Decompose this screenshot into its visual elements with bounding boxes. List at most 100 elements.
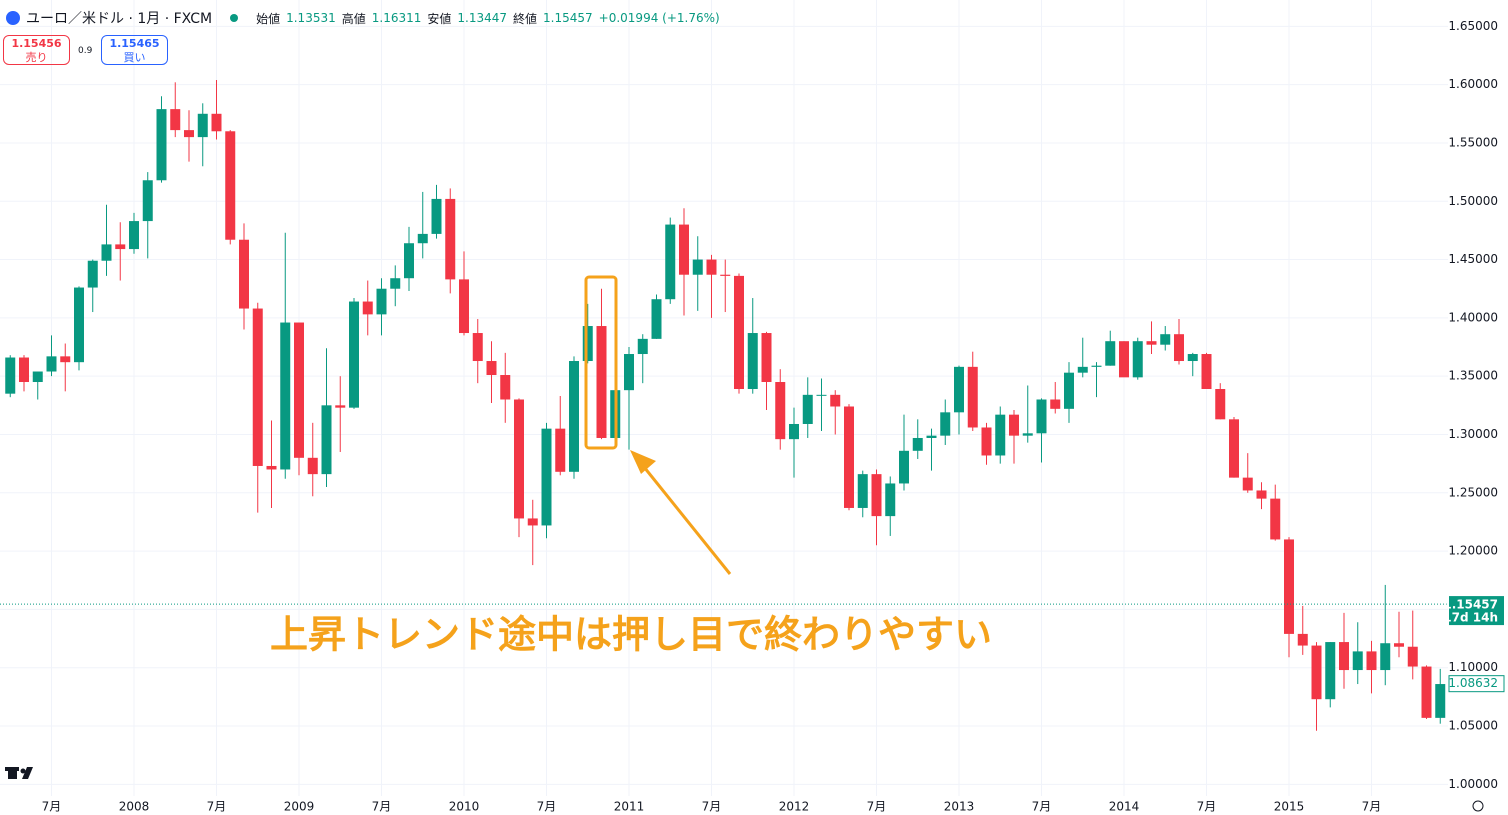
- x-tick-label: 7月: [1197, 800, 1217, 814]
- candle-body: [802, 394, 813, 424]
- candle-body: [197, 113, 208, 138]
- candle-body: [899, 450, 909, 484]
- candle-body: [1064, 372, 1074, 409]
- candle-body: [321, 405, 332, 475]
- x-tick-label: 7月: [1032, 800, 1052, 814]
- last-price-label: 1.15457: [1443, 598, 1498, 612]
- last-price-badge: [1449, 596, 1504, 626]
- candle-body: [32, 371, 43, 383]
- candle-body: [761, 333, 772, 383]
- y-tick-label: 1.30000: [1448, 427, 1498, 441]
- candle-body: [912, 437, 923, 451]
- candle-body: [362, 301, 373, 315]
- candle-body: [1352, 651, 1363, 671]
- open-value: 1.13531: [286, 11, 336, 25]
- x-tick-label: 2012: [779, 800, 810, 814]
- close-value: 1.15457: [543, 11, 593, 25]
- candle-body: [142, 180, 153, 222]
- candle-body: [926, 435, 937, 438]
- candle-body: [954, 366, 964, 413]
- candle-body: [1174, 334, 1184, 362]
- x-tick-label: 7月: [867, 800, 887, 814]
- candle-body: [1380, 643, 1391, 671]
- candle-body: [1421, 666, 1432, 718]
- x-tick-label: 2010: [449, 800, 480, 814]
- candle-body: [720, 274, 731, 276]
- high-value: 1.16311: [371, 11, 422, 25]
- candle-body: [1215, 389, 1226, 420]
- candle-body: [706, 259, 717, 275]
- y-tick-label: 1.50000: [1448, 194, 1498, 208]
- candle-body: [239, 239, 249, 309]
- x-tick-label: 2011: [614, 800, 645, 814]
- candle-body: [5, 357, 16, 394]
- candle-body: [734, 275, 744, 390]
- candle-body: [225, 131, 236, 240]
- sell-label: 売り: [25, 51, 48, 64]
- candle-body: [129, 221, 139, 250]
- candle-body: [417, 233, 428, 244]
- candle-body: [1160, 334, 1171, 345]
- candle-body: [486, 361, 497, 376]
- candle-body: [1435, 684, 1446, 718]
- candle-body: [679, 224, 689, 275]
- candle-body: [390, 278, 401, 289]
- candle-body: [349, 301, 359, 408]
- candle-body: [307, 457, 318, 475]
- candle-body: [541, 428, 552, 526]
- candle-body: [1022, 433, 1033, 436]
- arrow-head: [630, 450, 656, 474]
- candle-body: [1270, 498, 1281, 540]
- candle-body: [596, 326, 607, 438]
- change-value: +0.01994 (+1.76%): [598, 11, 720, 25]
- candle-body: [747, 333, 758, 390]
- y-tick-label: 1.35000: [1448, 369, 1498, 383]
- candle-body: [211, 113, 222, 132]
- candle-body: [431, 198, 442, 234]
- candle-body: [1105, 341, 1116, 366]
- x-tick-label: 2009: [284, 800, 315, 814]
- candle-body: [156, 109, 167, 181]
- candle-body: [1146, 341, 1157, 345]
- candle-body: [1325, 642, 1336, 700]
- flag-icon: [6, 11, 20, 25]
- candle-body: [871, 474, 882, 517]
- candle-body: [1366, 651, 1377, 671]
- candle-body: [170, 109, 181, 131]
- highlight-box: [584, 275, 618, 450]
- status-dot: [230, 14, 239, 22]
- candle-body: [1091, 365, 1102, 367]
- candle-body: [1311, 645, 1322, 700]
- y-tick-label: 1.25000: [1448, 485, 1498, 499]
- x-tick-label: 2013: [944, 800, 975, 814]
- arrow-line: [638, 461, 732, 575]
- candle-body: [830, 394, 841, 407]
- candle-body: [115, 244, 126, 250]
- candle-body: [514, 399, 524, 519]
- candle-body: [527, 518, 538, 526]
- candle-body: [1407, 646, 1418, 667]
- candle-body: [252, 308, 263, 466]
- close-marker-label: 1.08632: [1448, 676, 1498, 690]
- sell-button[interactable]: 1.15456 売り: [3, 35, 70, 65]
- candle-body: [280, 322, 291, 470]
- candle-body: [184, 130, 194, 138]
- x-tick-label: 7月: [1362, 800, 1382, 814]
- candle-body: [940, 412, 951, 436]
- candle-body: [816, 394, 827, 396]
- candle-body: [60, 356, 71, 363]
- candle-body: [775, 382, 786, 440]
- low-value: 1.13447: [457, 11, 508, 25]
- candle-body: [582, 326, 593, 362]
- candle-body: [1201, 354, 1212, 390]
- candle-body: [967, 366, 978, 428]
- candle-body: [1132, 341, 1143, 378]
- candle-body: [1009, 414, 1019, 436]
- y-tick-label: 1.20000: [1448, 544, 1498, 558]
- candle-body: [19, 357, 29, 383]
- buy-button[interactable]: 1.15465 買い: [101, 35, 168, 65]
- settings-icon[interactable]: [1472, 800, 1484, 812]
- tv-logo: [5, 767, 33, 779]
- annotation: 上昇トレンド途中は押し目で終わりやすい: [270, 613, 992, 657]
- candle-body: [692, 259, 703, 275]
